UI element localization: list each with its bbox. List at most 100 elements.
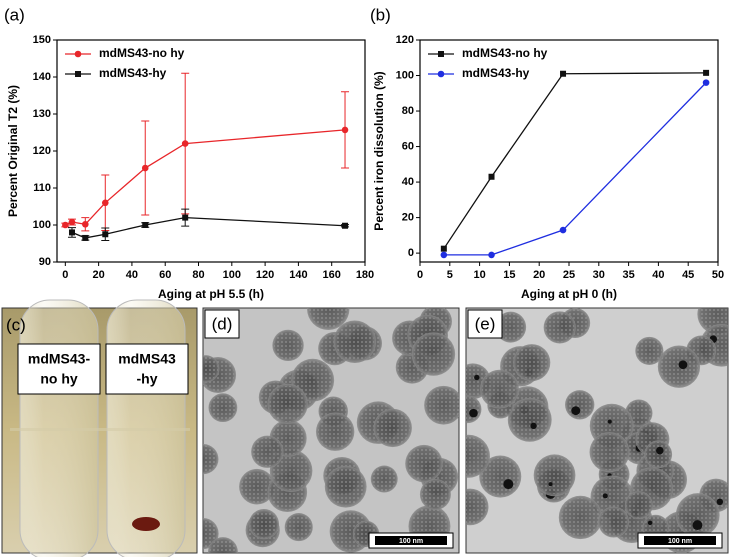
particles — [203, 308, 459, 553]
point — [102, 231, 109, 238]
particle-pores — [535, 456, 574, 495]
point — [141, 164, 149, 172]
x-tick-label: 60 — [159, 269, 171, 281]
particle-pores — [209, 394, 236, 421]
point — [142, 222, 149, 228]
x-tick-label: 20 — [533, 269, 545, 281]
x-tick-label: 180 — [356, 269, 374, 281]
point — [440, 245, 447, 252]
x-tick-label: 50 — [712, 269, 724, 281]
iron-core — [474, 374, 480, 381]
legend-marker — [437, 70, 445, 78]
tem-panel: (d) 100 nm — [202, 307, 460, 554]
iron-core — [503, 479, 514, 490]
label-box — [467, 309, 503, 339]
iron-core — [656, 446, 664, 455]
x-tick-label: 40 — [126, 269, 138, 281]
y-tick-label: 90 — [39, 256, 51, 268]
scale-bar — [644, 536, 716, 545]
point — [181, 140, 189, 147]
particle-pores — [678, 495, 718, 535]
y-tick-label: 20 — [402, 212, 414, 224]
particle-pores — [269, 385, 306, 423]
legend-marker — [438, 51, 444, 57]
series-line — [71, 216, 346, 239]
legend-marker — [75, 71, 81, 77]
particle-pores — [209, 538, 237, 553]
point — [702, 79, 710, 86]
legend-label: mdMS43-hy — [462, 66, 530, 80]
point — [342, 222, 349, 229]
y-tick-label: 120 — [396, 34, 414, 46]
particle-pores — [286, 514, 312, 540]
y-tick-label: 60 — [402, 140, 414, 152]
particles — [466, 308, 728, 553]
particle-pores — [240, 470, 273, 503]
particle-pores — [496, 313, 525, 342]
particle-pores — [335, 322, 374, 361]
x-tick-label: 0 — [62, 269, 68, 281]
x-axis-label: Aging at pH 5.5 (h) — [158, 287, 264, 301]
series-line — [65, 129, 346, 226]
x-tick-label: 5 — [447, 269, 453, 281]
particle-pores — [252, 437, 282, 467]
legend-label: mdMS43-hy — [99, 66, 167, 80]
panel-label: (c) — [6, 315, 26, 334]
scale-bar-label: 100 nm — [399, 538, 423, 545]
particle-pores — [426, 387, 459, 423]
panel-label: (e) — [475, 314, 496, 333]
photo-panel: (c) mdMS43- no hy mdMS43 -hy — [1, 299, 198, 557]
point — [488, 173, 495, 180]
y-tick-label: 100 — [33, 219, 51, 231]
tube-label: mdMS43 — [118, 351, 176, 367]
y-tick-label: 80 — [402, 105, 414, 117]
particle-pores — [293, 360, 332, 400]
point — [68, 218, 76, 226]
y-tick-label: 0 — [408, 247, 414, 259]
particle-pores — [509, 400, 550, 440]
point — [62, 221, 69, 229]
particle-pores — [591, 434, 628, 471]
series-line — [443, 72, 707, 250]
chart-title: (a) — [4, 5, 25, 24]
x-tick-label: 0 — [417, 269, 423, 281]
particle-pores — [317, 414, 353, 449]
particle-pores — [271, 451, 311, 490]
particle-pores — [326, 467, 365, 506]
label-box — [204, 309, 240, 339]
y-tick-label: 140 — [33, 71, 51, 83]
iron-core — [571, 406, 581, 416]
series-line — [443, 82, 707, 256]
x-tick-label: 25 — [563, 269, 575, 281]
point — [488, 251, 495, 259]
particle-pores — [599, 508, 628, 536]
y-tick-label: 40 — [402, 176, 414, 188]
scale-bar — [375, 536, 447, 545]
iron-core — [469, 408, 478, 418]
tube-label: mdMS43- — [28, 351, 91, 367]
point — [560, 70, 567, 77]
y-tick-label: 130 — [33, 108, 51, 120]
x-tick-label: 140 — [289, 269, 307, 281]
iron-core — [692, 520, 703, 531]
particle-pores — [273, 331, 303, 360]
x-tick-label: 15 — [503, 269, 515, 281]
x-tick-label: 120 — [256, 269, 274, 281]
particle-pores — [250, 510, 278, 538]
particle-pores — [466, 490, 487, 524]
x-tick-label: 35 — [622, 269, 634, 281]
point — [182, 214, 189, 221]
x-tick-label: 10 — [473, 269, 485, 281]
particle-pores — [515, 345, 549, 380]
legend-label: mdMS43-no hy — [99, 46, 185, 60]
particle-pores — [659, 347, 698, 386]
legend-label: mdMS43-no hy — [462, 46, 548, 60]
particle-pores — [545, 312, 575, 342]
panel-label: (d) — [212, 314, 233, 333]
particle-pores — [309, 308, 348, 328]
x-tick-label: 160 — [323, 269, 341, 281]
iron-core — [602, 493, 608, 499]
x-tick-label: 20 — [92, 269, 104, 281]
y-tick-label: 100 — [396, 69, 414, 81]
point — [68, 229, 75, 236]
